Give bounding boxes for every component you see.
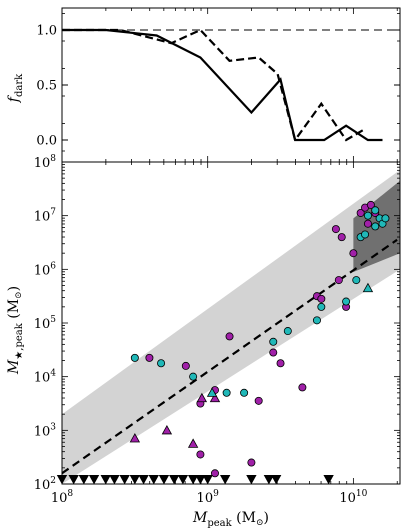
magenta-circle-point	[145, 353, 154, 362]
magenta-circle-point	[363, 219, 372, 228]
magenta-circle-point	[225, 332, 234, 341]
fdark-dashed-line	[62, 28, 366, 143]
fdark-solid-line	[62, 28, 383, 142]
stellar-y-tick-label: 103	[34, 422, 57, 439]
magenta-triangle-point	[187, 438, 199, 448]
stellar-x-tick-label: 1010	[339, 489, 367, 506]
cyan-circle-point	[283, 327, 292, 336]
magenta-triangle-point	[196, 392, 208, 403]
upper-limit-triangle-point	[219, 474, 231, 485]
upper-limit-triangle-point	[169, 474, 180, 485]
magenta-triangle-point	[129, 433, 141, 443]
upper-limit-triangle-point	[270, 474, 282, 485]
stellar-y-tick-label: 105	[34, 315, 57, 332]
magenta-circle-point	[356, 208, 365, 217]
upper-limit-triangle-point	[138, 474, 149, 485]
cyan-circle-point	[312, 316, 321, 325]
cyan-triangle-point	[362, 282, 374, 293]
magenta-circle-point	[181, 361, 190, 370]
stellar-x-tick-label: 108	[51, 489, 74, 506]
cyan-circle-point	[361, 230, 370, 239]
stellar-y-tick-label: 104	[34, 369, 57, 386]
stellar-y-tick-label: 108	[34, 154, 57, 171]
cyan-circle-point	[371, 206, 380, 215]
upper-limit-triangle-point	[263, 474, 275, 485]
stellar-mass-x-label: Mpeak (M⊙)	[192, 510, 269, 529]
stellar-y-tick-label: 106	[34, 261, 57, 278]
scatter-points	[56, 200, 390, 485]
magenta-circle-point	[276, 359, 285, 368]
magenta-circle-point	[210, 469, 219, 478]
cyan-triangle-point	[206, 387, 218, 397]
upper-limit-triangle-point	[109, 474, 120, 485]
fdark-y-tick-label: 0.0	[36, 134, 57, 149]
magenta-circle-point	[366, 200, 375, 209]
magenta-circle-point	[334, 276, 343, 285]
cyan-circle-point	[269, 337, 278, 346]
cyan-circle-point	[317, 302, 326, 311]
upper-limit-triangle-point	[246, 474, 257, 485]
fdark-y-tick-label: 0.5	[36, 79, 57, 94]
fdark-lines	[62, 28, 400, 143]
magenta-circle-point	[331, 225, 340, 234]
magenta-circle-point	[247, 458, 256, 467]
stellar-mass-panel: 102 103 104 105 106 107 108 108 109 1010 M★,peak …	[6, 154, 401, 529]
upper-limit-triangle-point	[323, 474, 334, 485]
stellar-mass-y-label: M★,peak (M⊙)	[6, 286, 25, 375]
magenta-circle-point	[317, 294, 326, 303]
cyan-circle-point	[157, 359, 166, 368]
fdark-ticks: 0.0 0.5 1.0	[36, 8, 400, 162]
cyan-circle-point	[189, 372, 198, 381]
upper-limit-triangle-point	[148, 474, 159, 485]
stellar-x-tick-label: 109	[197, 489, 220, 506]
magenta-circle-point	[298, 383, 307, 392]
stellar-y-tick-label: 102	[34, 476, 56, 493]
cyan-circle-point	[240, 388, 249, 397]
fdark-panel: 0.0 0.5 1.0 fdark	[6, 7, 401, 163]
fdark-y-tick-label: 1.0	[36, 24, 57, 39]
upper-limit-triangle-point	[187, 474, 199, 485]
cyan-circle-point	[342, 297, 351, 306]
magenta-circle-point	[337, 233, 346, 242]
scatter-bands	[62, 170, 400, 485]
magenta-triangle-point	[209, 392, 221, 403]
cyan-circle-point	[352, 276, 361, 285]
magenta-circle-point	[196, 450, 205, 459]
cyan-circle-point	[222, 388, 231, 397]
cyan-circle-point	[363, 211, 372, 220]
upper-limit-triangle-point	[68, 474, 79, 485]
cyan-circle-point	[381, 214, 390, 223]
magenta-triangle-point	[161, 425, 173, 435]
cyan-circle-point	[130, 353, 139, 362]
magenta-circle-point	[349, 249, 358, 258]
upper-limit-triangle-point	[195, 474, 206, 485]
fdark-y-label: fdark	[6, 73, 25, 103]
magenta-circle-point	[254, 396, 263, 405]
upper-limit-triangle-point	[100, 474, 111, 485]
stellar-mass-ticks: 102 103 104 105 106 107 108 108 109 1010	[34, 154, 400, 506]
upper-limit-triangle-point	[88, 474, 100, 485]
upper-limit-triangle-point	[158, 474, 170, 485]
upper-limit-triangle-point	[119, 474, 130, 485]
magenta-circle-point	[269, 348, 278, 357]
cyan-circle-point	[371, 222, 380, 231]
upper-limit-triangle-point	[177, 474, 189, 485]
upper-limit-triangle-point	[129, 474, 141, 485]
upper-limit-triangle-point	[78, 474, 90, 485]
light-scatter-band	[62, 170, 400, 485]
stellar-y-tick-label: 107	[34, 208, 57, 225]
